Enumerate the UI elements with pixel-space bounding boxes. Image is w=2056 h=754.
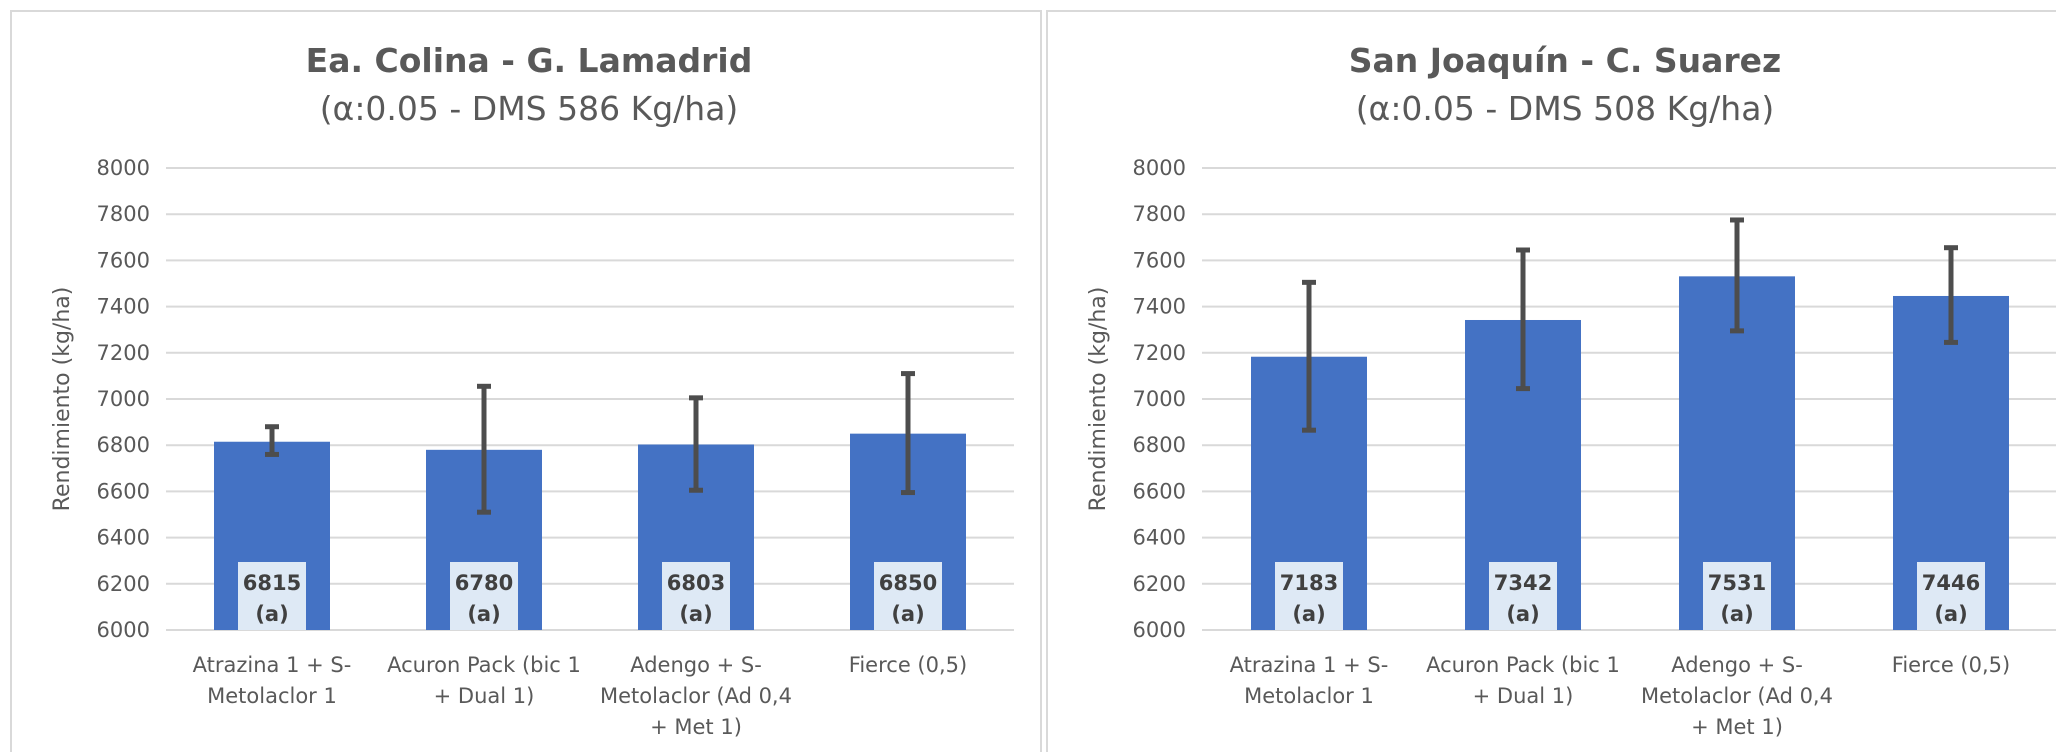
x-category-label: Metolaclor (Ad 0,4 [1641,684,1833,708]
y-tick-label: 7000 [1133,387,1186,411]
y-tick-label: 7800 [97,202,150,226]
data-label-value: 7342 [1494,571,1552,595]
y-tick-label: 6600 [97,479,150,503]
data-label-group: (a) [679,602,712,626]
chart-title: San Joaquín - C. Suarez [1349,41,1781,80]
data-label-value: 6803 [667,571,725,595]
data-label-box [1917,562,1985,630]
y-tick-label: 6800 [1133,433,1186,457]
y-tick-label: 7800 [1133,202,1186,226]
x-category-label: Metolaclor (Ad 0,4 [600,684,792,708]
x-category-label: Atrazina 1 + S- [193,653,352,677]
y-axis-title: Rendimiento (kg/ha) [1086,287,1111,512]
x-category-label: Fierce (0,5) [1892,653,2010,677]
data-label-box [450,562,518,630]
x-category-label: Adengo + S- [630,653,762,677]
x-category-label: Adengo + S- [1671,653,1803,677]
chart-subtitle: (α:0.05 - DMS 508 Kg/ha) [1356,89,1775,128]
chart-subtitle: (α:0.05 - DMS 586 Kg/ha) [320,89,739,128]
data-label-group: (a) [1934,602,1967,626]
x-category-label: Metolaclor 1 [1244,684,1374,708]
x-category-label: Fierce (0,5) [849,653,967,677]
chart-panel-right: San Joaquín - C. Suarez (α:0.05 - DMS 508… [1046,10,2056,752]
y-tick-label: 7400 [97,295,150,319]
x-category-label: Atrazina 1 + S- [1230,653,1389,677]
data-label-value: 6815 [243,571,301,595]
x-category-label: + Met 1) [1691,715,1783,739]
chart-title: Ea. Colina - G. Lamadrid [306,41,753,80]
y-tick-label: 7400 [1133,295,1186,319]
data-label-box [874,562,942,630]
y-tick-label: 7000 [97,387,150,411]
data-label-box [1703,562,1771,630]
data-label-value: 6850 [879,571,937,595]
y-tick-label: 7600 [1133,248,1186,272]
data-label-group: (a) [1506,602,1539,626]
data-label-value: 7183 [1280,571,1338,595]
y-tick-label: 7200 [97,341,150,365]
y-tick-label: 6200 [97,572,150,596]
x-category-label: Acuron Pack (bic 1 [1426,653,1620,677]
x-category-label: + Met 1) [650,715,742,739]
y-tick-label: 6200 [1133,572,1186,596]
data-label-group: (a) [891,602,924,626]
data-label-box [1489,562,1557,630]
y-tick-label: 6000 [1133,618,1186,642]
y-tick-label: 7600 [97,248,150,272]
y-tick-label: 6400 [1133,526,1186,550]
x-category-label: Metolaclor 1 [207,684,337,708]
y-tick-label: 6400 [97,526,150,550]
x-category-label: Acuron Pack (bic 1 [387,653,581,677]
data-label-group: (a) [255,602,288,626]
data-label-group: (a) [467,602,500,626]
data-label-group: (a) [1720,602,1753,626]
y-tick-label: 6000 [97,618,150,642]
data-label-value: 7531 [1708,571,1766,595]
x-category-label: + Dual 1) [1473,684,1574,708]
chart-left: Ea. Colina - G. Lamadrid (α:0.05 - DMS 58… [50,41,1014,739]
data-label-box [238,562,306,630]
data-label-box [1275,562,1343,630]
data-label-box [662,562,730,630]
chart-right: San Joaquín - C. Suarez (α:0.05 - DMS 508… [1086,41,2056,739]
y-tick-label: 8000 [97,156,150,180]
x-category-label: + Dual 1) [434,684,535,708]
y-tick-label: 6800 [97,433,150,457]
y-tick-label: 8000 [1133,156,1186,180]
y-tick-label: 6600 [1133,479,1186,503]
data-label-value: 6780 [455,571,513,595]
y-axis-title: Rendimiento (kg/ha) [50,287,75,512]
data-label-group: (a) [1292,602,1325,626]
y-tick-label: 7200 [1133,341,1186,365]
chart-panel-left: Ea. Colina - G. Lamadrid (α:0.05 - DMS 58… [10,10,1042,752]
data-label-value: 7446 [1922,571,1980,595]
